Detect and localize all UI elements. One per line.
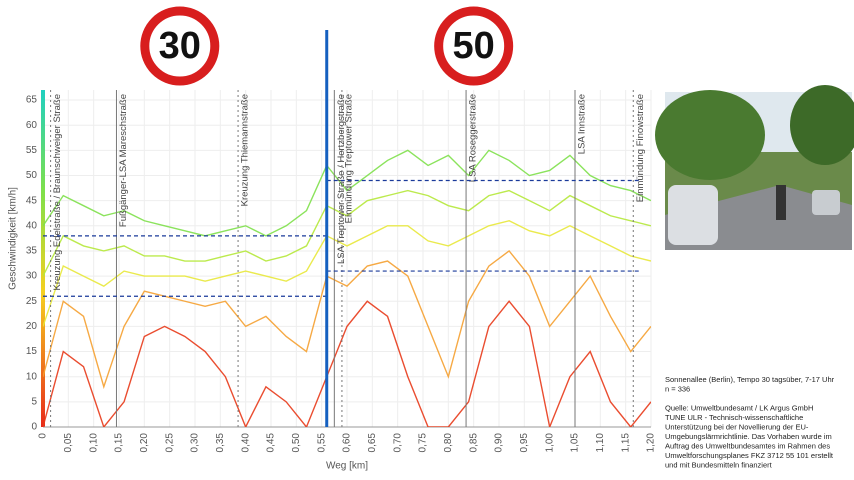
x-tick-label: 0,60 xyxy=(342,433,353,453)
x-tick-label: 0 xyxy=(38,433,49,439)
y-tick-label: 45 xyxy=(26,195,38,206)
location-label: Kreuzung Thiemannstraße xyxy=(240,94,251,206)
y-tick-label: 0 xyxy=(31,422,37,433)
source-note: n = 336 xyxy=(665,384,690,393)
speed-sign xyxy=(140,6,220,86)
x-tick-label: 0,70 xyxy=(392,433,403,453)
x-tick-label: 1,05 xyxy=(570,433,581,453)
y-tick-label: 60 xyxy=(26,120,38,131)
source-note: Umgebungslärmrichtlinie. Das Vorhaben wu… xyxy=(665,432,832,441)
y-tick-label: 15 xyxy=(26,346,38,357)
x-tick-label: 0,20 xyxy=(139,433,150,453)
x-tick-label: 0,55 xyxy=(316,433,327,453)
x-tick-label: 0,95 xyxy=(519,433,530,453)
x-tick-label: 0,90 xyxy=(494,433,505,453)
y-tick-label: 50 xyxy=(26,170,38,181)
x-tick-label: 0,50 xyxy=(291,433,302,453)
location-label: LSA Treptower Straße / Hertzbergstraße xyxy=(336,94,347,264)
location-label: Einmündung Treptower Straße xyxy=(343,94,354,223)
location-label: Fußgänger-LSA Mareschstraße xyxy=(118,94,129,227)
y-tick-label: 35 xyxy=(26,246,38,257)
x-tick-label: 0,15 xyxy=(114,433,125,453)
source-note: Umweltforschungsplanes FKZ 3712 55 101 e… xyxy=(665,451,834,460)
speed-trace xyxy=(43,249,651,390)
y-tick-label: 65 xyxy=(26,95,38,106)
x-tick-label: 0,30 xyxy=(190,433,201,453)
x-tick-label: 1,00 xyxy=(544,433,555,453)
speed-trace xyxy=(43,149,651,237)
speed-trace xyxy=(43,189,651,277)
x-tick-label: 0,40 xyxy=(240,433,251,453)
x-tick-label: 0,65 xyxy=(367,433,378,453)
location-label: LSA Innstraße xyxy=(577,94,588,154)
x-tick-label: 0,80 xyxy=(443,433,454,453)
y-tick-label: 40 xyxy=(26,220,38,231)
source-note: Sonnenallee (Berlin), Tempo 30 tagsüber,… xyxy=(665,375,835,384)
x-tick-label: 0,75 xyxy=(418,433,429,453)
speed-sign xyxy=(434,6,514,86)
x-tick-label: 1,20 xyxy=(646,433,657,453)
x-axis-label: Weg [km] xyxy=(326,461,368,472)
y-tick-label: 5 xyxy=(31,396,37,407)
speed-color-scale xyxy=(41,90,45,427)
y-tick-label: 30 xyxy=(26,271,38,282)
speed-trace xyxy=(43,220,651,327)
source-note: Auftrag des Umweltbundesamtes im Rahmen … xyxy=(665,441,830,450)
y-tick-label: 25 xyxy=(26,296,38,307)
location-label: Einmündung Finowstraße xyxy=(635,94,646,202)
x-tick-label: 0,35 xyxy=(215,433,226,453)
x-tick-label: 0,25 xyxy=(164,433,175,453)
source-note: TUNE ULR - Technisch-wissenschaftliche xyxy=(665,413,803,422)
y-tick-label: 10 xyxy=(26,371,38,382)
speed-sign-label: 50 xyxy=(453,25,495,67)
traces xyxy=(43,149,651,427)
y-tick-label: 20 xyxy=(26,321,38,332)
location-label: LSA Roseggerstraße xyxy=(468,94,479,182)
x-tick-label: 1,10 xyxy=(595,433,606,453)
source-note: und mit Bundesmitteln finanziert xyxy=(665,460,773,469)
source-note: Quelle: Umweltbundesamt / LK Argus GmbH xyxy=(665,403,813,412)
street-photo xyxy=(655,85,854,250)
source-note: Unterstützung bei der Novellierung der E… xyxy=(665,422,809,431)
x-tick-label: 0,05 xyxy=(63,433,74,453)
x-tick-label: 0,85 xyxy=(468,433,479,453)
x-tick-label: 1,15 xyxy=(620,433,631,453)
x-tick-label: 0,10 xyxy=(88,433,99,453)
y-tick-label: 55 xyxy=(26,145,38,156)
speed-sign-label: 30 xyxy=(159,25,201,67)
speed-trace xyxy=(43,300,651,427)
y-axis-label: Geschwindigkeit [km/h] xyxy=(8,187,19,290)
x-tick-label: 0,45 xyxy=(266,433,277,453)
location-label: Kreuzung Edelstraße / Braunschweiger Str… xyxy=(52,94,63,290)
